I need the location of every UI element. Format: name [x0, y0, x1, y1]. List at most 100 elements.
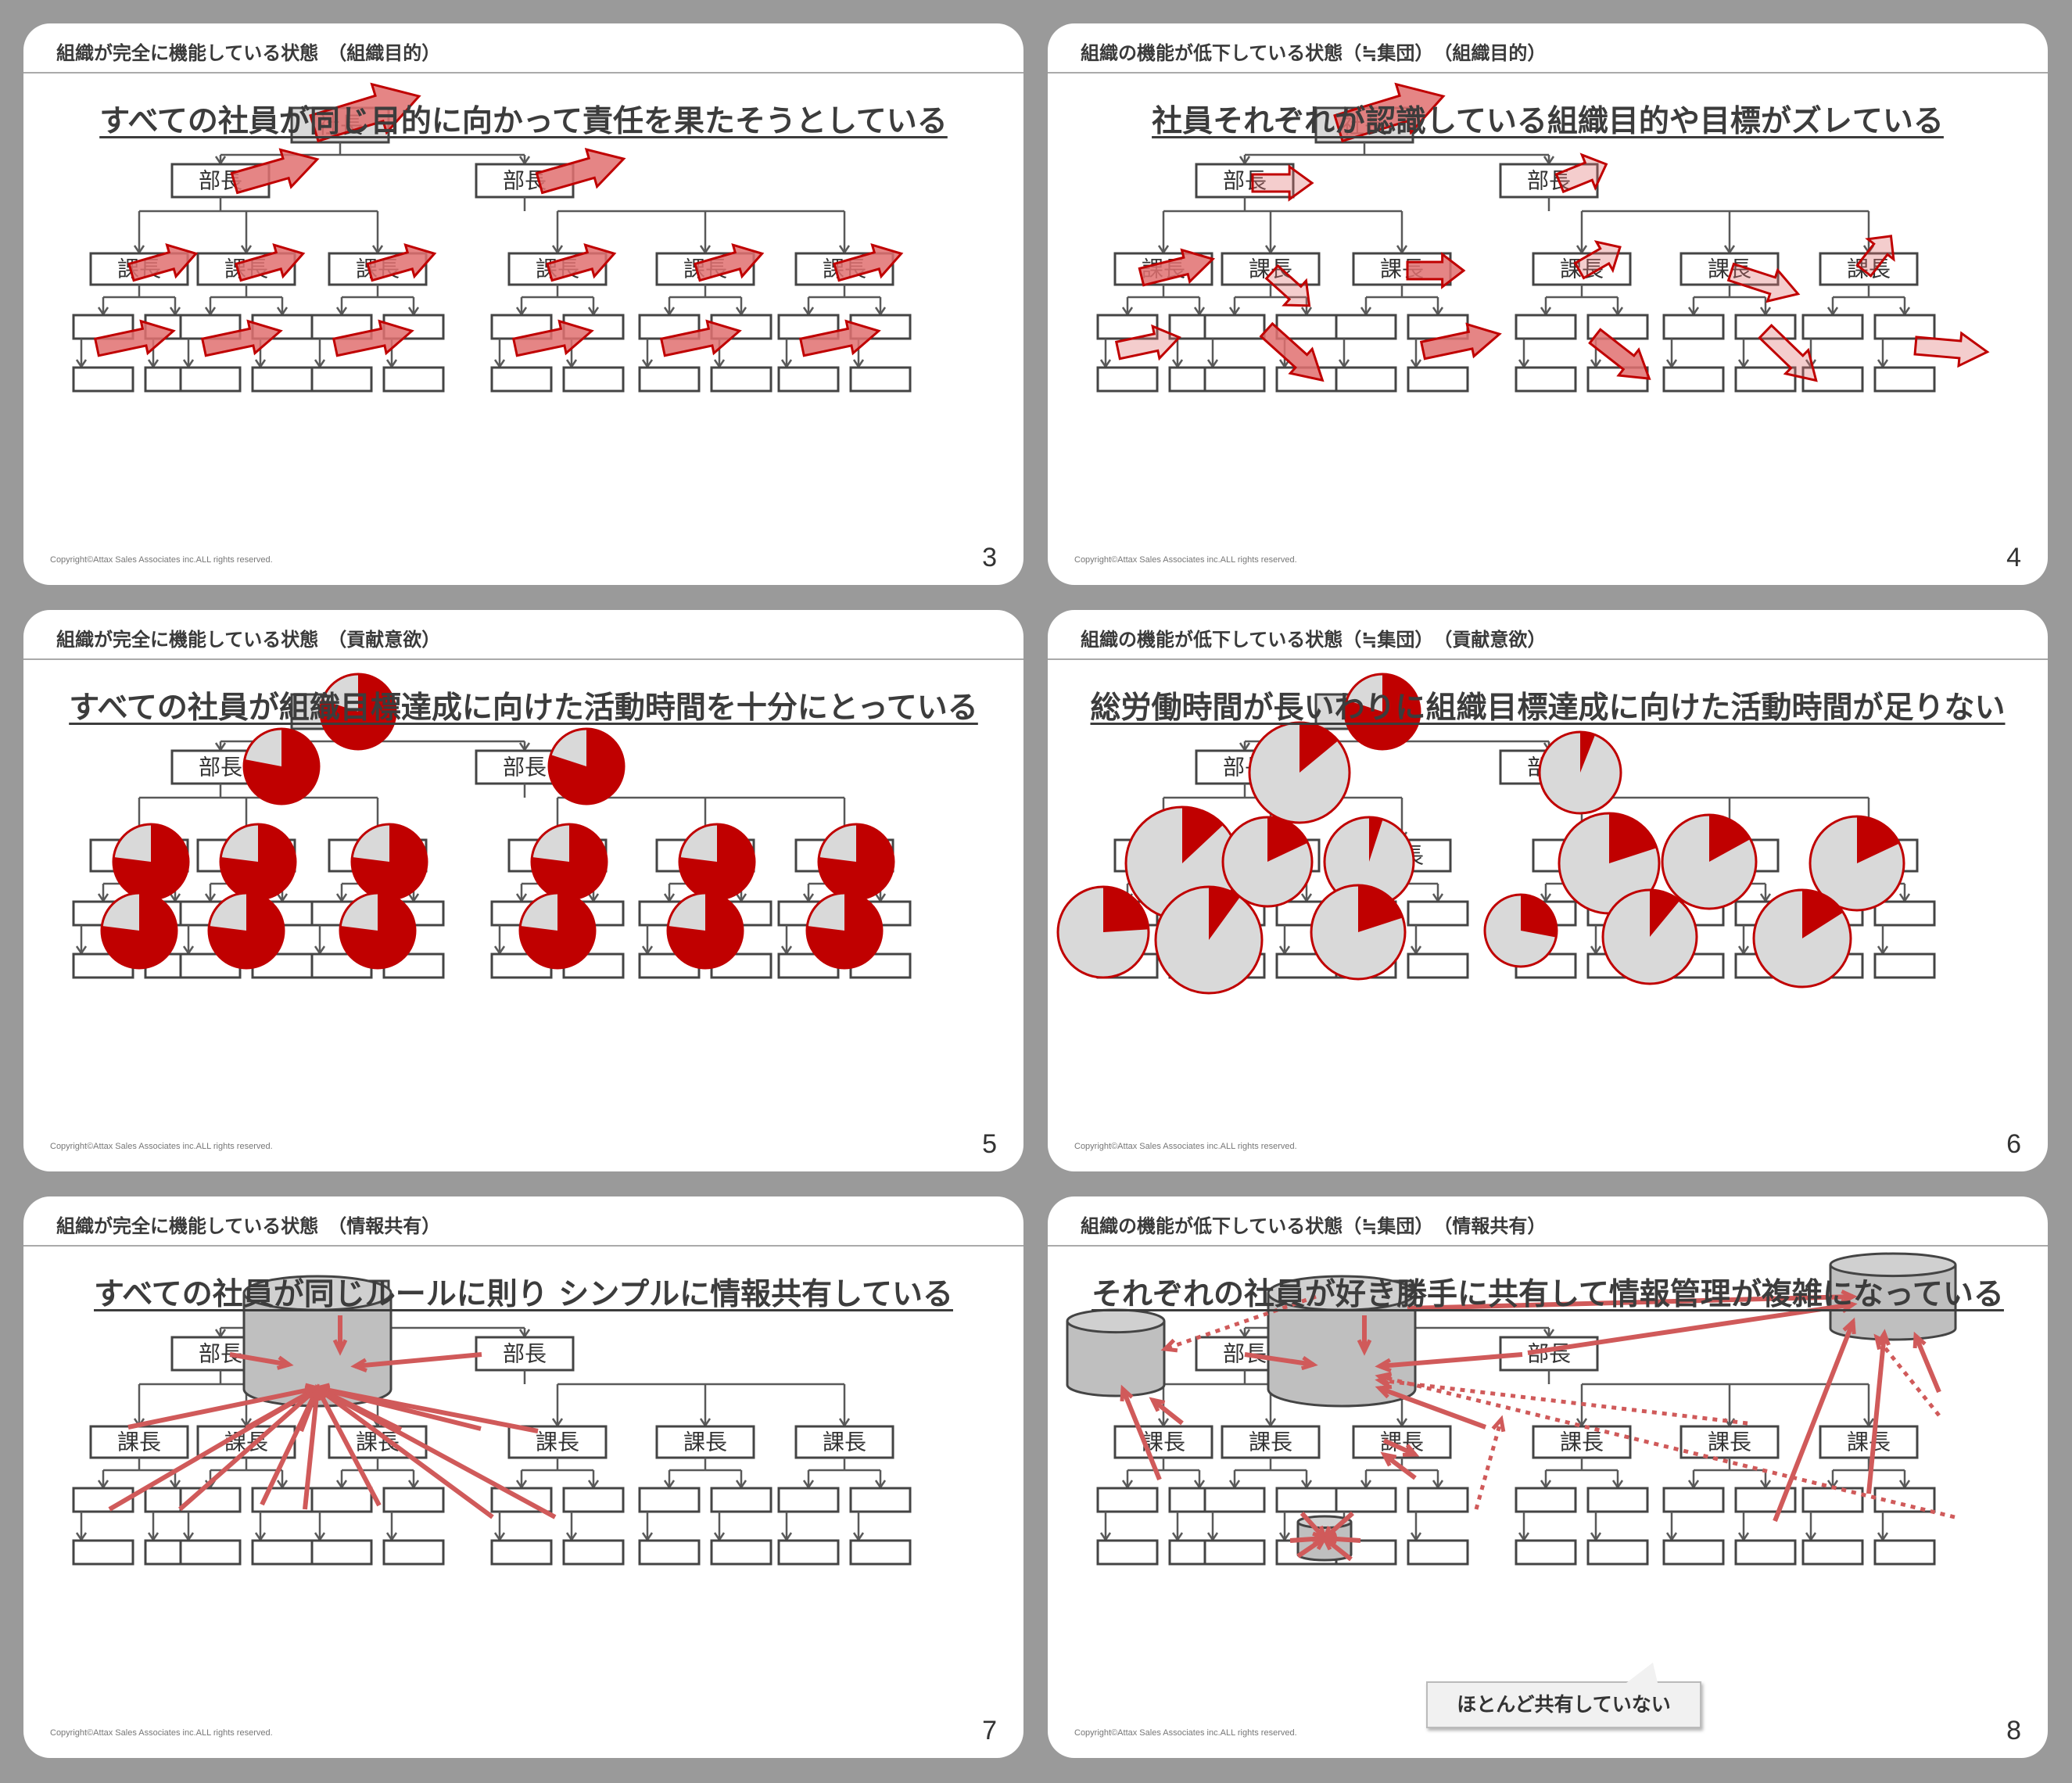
staff-box: [849, 952, 912, 979]
arrow-group: [127, 242, 199, 282]
manager-label: 課長: [1560, 1430, 1604, 1455]
manager-label: 課長: [683, 1430, 727, 1455]
direction-arrow: [1406, 252, 1466, 289]
slide-title: 社員それぞれが認識している組織目的や目標がズレている: [1152, 104, 1944, 139]
slide-title: すべての社員が同じルールに則り シンプルに情報共有している: [94, 1277, 953, 1312]
direction-arrow: [535, 148, 626, 195]
slide-6: 社長部長部長課長課長課長課長課長課長 組織の機能が低下している状態（≒集団） （…: [1048, 610, 2048, 1171]
manager-box: [655, 1425, 755, 1459]
share-arrowhead: [1402, 1444, 1420, 1457]
contribution-pie: [340, 893, 415, 968]
direction-arrow: [1573, 240, 1622, 280]
contribution-pie: [1103, 887, 1149, 932]
slide-title: 総労働時間が長いわりに組織目標達成に向けた活動時間が足りない: [1090, 691, 2006, 726]
manager-label: 課長: [536, 1430, 579, 1455]
staff-box: [1873, 1487, 1936, 1513]
arrow-group: [1264, 264, 1311, 307]
staff-box: [638, 1539, 701, 1566]
share-arrowhead: [1912, 1331, 1927, 1349]
direction-arrow: [659, 319, 742, 357]
share-line: [108, 1386, 319, 1512]
manager-label: 課長: [1249, 257, 1292, 282]
staff-box: [1873, 900, 1936, 927]
page-number: 4: [2006, 543, 2021, 572]
slide-header: 組織が完全に機能している状態 （情報共有）: [56, 1215, 441, 1237]
contribution-pie: [320, 674, 396, 749]
direction-arrow: [1114, 324, 1181, 361]
staff-box: [1407, 366, 1469, 393]
direction-arrow: [1251, 164, 1314, 202]
org-chart-central-database: 社長部長部長課長課長課長課長課長課長: [72, 1275, 912, 1566]
manager-box: [1352, 1425, 1452, 1459]
contribution-pie: [1209, 887, 1240, 940]
copyright: Copyright©Attax Sales Associates inc.ALL…: [1074, 1142, 1297, 1151]
slide-title: それぞれの社員が好き勝手に共有して情報管理が複雑になっている: [1092, 1277, 2004, 1312]
header-divider: [23, 658, 1023, 660]
staff-box: [1407, 952, 1469, 979]
page-number: 6: [2006, 1129, 2021, 1159]
arrow-group: [1406, 252, 1466, 289]
share-line: [1378, 1374, 1955, 1519]
page-number: 5: [982, 1129, 997, 1159]
direction-arrow: [93, 319, 176, 357]
staff-box: [710, 366, 773, 393]
personal-database: [1066, 1321, 1166, 1397]
direction-arrow: [230, 148, 320, 195]
arrow-group: [1138, 248, 1216, 287]
staff-box: [1873, 366, 1936, 393]
arrow-group: [309, 82, 421, 143]
direction-arrow: [332, 319, 414, 357]
callout-note: ほとんど共有していない: [1426, 1663, 1701, 1728]
staff-box: [179, 366, 242, 393]
arrow-group: [535, 148, 626, 195]
staff-box: [1734, 366, 1797, 393]
share-arrowhead: [1873, 1333, 1889, 1351]
share-line: [127, 1386, 318, 1430]
slide-8: 社長部長部長課長課長課長課長課長課長 組織の機能が低下している状態（≒集団） （…: [1048, 1196, 2048, 1758]
staff-box: [562, 1487, 625, 1513]
arrow-group: [1758, 323, 1818, 382]
staff-box: [1586, 314, 1649, 340]
share-arrowhead: [1380, 1451, 1397, 1467]
share-line: [229, 1352, 290, 1367]
staff-box: [1873, 314, 1936, 340]
contribution-pie: [352, 824, 427, 899]
staff-box: [251, 1539, 314, 1566]
staff-box: [1801, 1539, 1864, 1566]
contribution-pie: [1358, 885, 1403, 932]
manager-box: [1221, 252, 1321, 286]
staff-box: [1407, 900, 1469, 927]
staff-box: [1515, 314, 1577, 340]
share-arrowhead: [1357, 1339, 1372, 1356]
share-arrowhead: [1842, 1317, 1856, 1335]
share-arrowhead: [332, 1339, 348, 1356]
contribution-pie: [807, 893, 882, 968]
arrow-group: [366, 242, 437, 282]
org-chart-scattered-databases: 社長部長部長課長課長課長課長課長課長: [1066, 1252, 1957, 1566]
staff-box: [1586, 1539, 1649, 1566]
staff-box: [310, 366, 373, 393]
contribution-pie: [668, 893, 744, 968]
direction-arrow: [511, 319, 594, 357]
share-line: [1378, 1352, 1523, 1369]
direction-arrow: [1855, 235, 1895, 278]
contribution-pie: [209, 893, 284, 968]
share-arrowhead: [1321, 1535, 1338, 1551]
staff-box: [710, 1487, 773, 1513]
arrow-group: [93, 319, 176, 357]
header-divider: [1048, 72, 2048, 74]
staff-box: [382, 1487, 445, 1513]
share-arrowhead: [350, 1358, 367, 1372]
staff-box: [849, 1487, 912, 1513]
staff-box: [1515, 1487, 1577, 1513]
contribution-pie: [1521, 895, 1557, 938]
staff-box: [72, 366, 134, 393]
staff-box: [490, 1539, 553, 1566]
share-line: [1382, 1452, 1417, 1480]
staff-box: [638, 366, 701, 393]
share-arrowhead: [1491, 1415, 1506, 1433]
director-box: [475, 1336, 575, 1372]
contribution-pie: [532, 824, 607, 899]
arrow-group: [332, 319, 414, 357]
contribution-pie: [1609, 813, 1657, 863]
